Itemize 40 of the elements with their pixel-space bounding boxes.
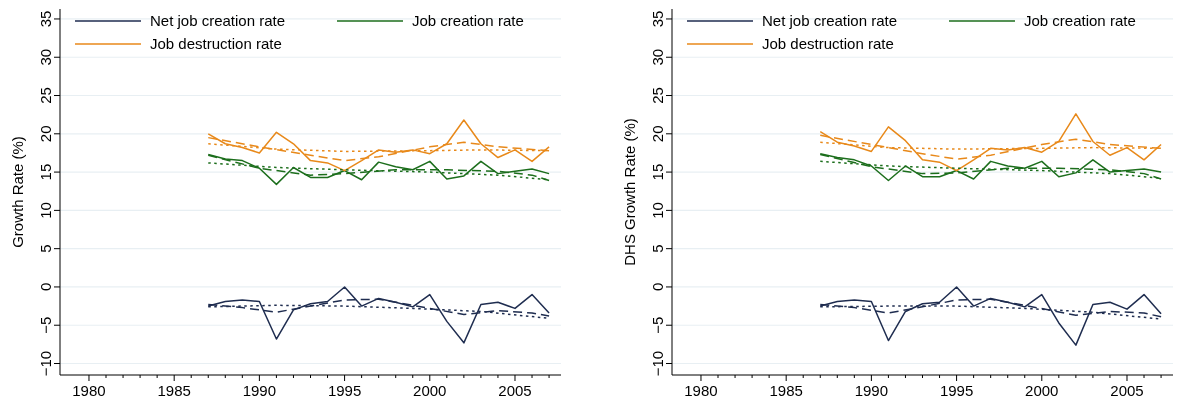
x-tick-label: 1985 <box>157 382 191 399</box>
x-tick-label: 1995 <box>327 382 362 399</box>
y-tick-label: 20 <box>37 125 54 143</box>
legend-label: Job creation rate <box>412 12 524 29</box>
y-axis-title: DHS Growth Rate (%) <box>621 118 638 266</box>
y-tick-label: −5 <box>37 316 54 334</box>
x-tick-label: 1980 <box>72 382 106 399</box>
y-tick-label: 35 <box>649 10 666 28</box>
x-tick-label: 1990 <box>854 382 889 399</box>
legend-label: Job destruction rate <box>150 35 282 52</box>
x-tick-label: 1990 <box>242 382 277 399</box>
x-tick-label: 2005 <box>1110 382 1144 399</box>
y-tick-label: 10 <box>649 202 666 219</box>
y-tick-label: 10 <box>37 202 54 219</box>
x-tick-label: 1980 <box>684 382 718 399</box>
y-tick-label: 30 <box>649 48 666 66</box>
legend-label: Net job creation rate <box>762 12 898 29</box>
y-tick-label: −10 <box>37 350 54 377</box>
legend-label: Job destruction rate <box>762 35 894 52</box>
x-tick-label: 2005 <box>498 382 532 399</box>
x-tick-label: 2000 <box>413 382 447 399</box>
x-tick-label: 1995 <box>939 382 974 399</box>
y-tick-label: −5 <box>649 316 666 334</box>
y-tick-label: 0 <box>37 282 54 292</box>
y-tick-label: 30 <box>37 48 54 66</box>
y-tick-label: 25 <box>37 87 54 104</box>
y-tick-label: 20 <box>649 125 666 143</box>
legend-label: Net job creation rate <box>150 12 286 29</box>
y-tick-label: −10 <box>649 350 666 377</box>
y-tick-label: 35 <box>37 10 54 28</box>
y-tick-label: 5 <box>37 244 54 253</box>
y-axis-title: Growth Rate (%) <box>9 136 26 248</box>
y-tick-label: 25 <box>649 87 666 104</box>
legend-label: Job creation rate <box>1024 12 1136 29</box>
x-tick-label: 2000 <box>1025 382 1059 399</box>
y-tick-label: 15 <box>649 163 666 181</box>
x-tick-label: 1985 <box>769 382 803 399</box>
y-tick-label: 0 <box>649 282 666 292</box>
y-tick-label: 5 <box>649 244 666 253</box>
y-tick-label: 15 <box>37 163 54 181</box>
